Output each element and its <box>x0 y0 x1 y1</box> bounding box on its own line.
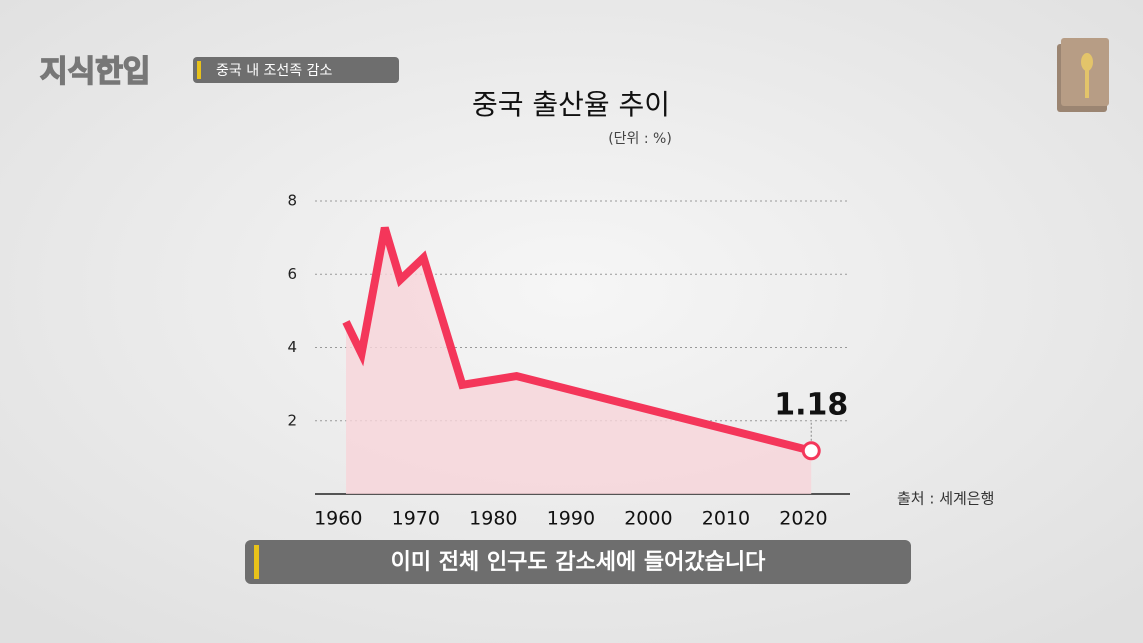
y-tick-label: 8 <box>287 192 297 210</box>
y-tick-label: 6 <box>287 265 297 283</box>
x-tick-label: 2010 <box>702 508 750 530</box>
book-icon <box>1057 38 1109 112</box>
chart-title: 중국 출산율 추이 <box>472 88 670 121</box>
header: 중국 내 조선족 감소 <box>216 63 333 79</box>
end-point <box>801 441 821 461</box>
x-tick-label: 2000 <box>624 508 672 530</box>
x-tick-label: 1970 <box>392 508 440 530</box>
area <box>346 227 812 494</box>
data-label: 1.18 <box>774 387 848 422</box>
line <box>342 226 813 455</box>
caption-accent <box>254 545 259 579</box>
caption: 이미 전체 인구도 감소세에 들어갔습니다 <box>391 550 766 575</box>
logo: 지식한입 <box>40 55 150 90</box>
x-tick-label: 1960 <box>314 508 362 530</box>
x-tick-label: 1980 <box>469 508 517 530</box>
x-tick-label: 2020 <box>779 508 827 530</box>
chart-subtitle: (단위 : %) <box>608 131 672 147</box>
y-tick-label: 2 <box>287 411 297 429</box>
source: 출처 : 세계은행 <box>897 490 994 508</box>
y-tick-label: 4 <box>287 338 297 356</box>
header-accent <box>197 61 201 79</box>
header-box <box>193 57 399 83</box>
caption-box <box>245 540 911 584</box>
x-tick-label: 1990 <box>547 508 595 530</box>
